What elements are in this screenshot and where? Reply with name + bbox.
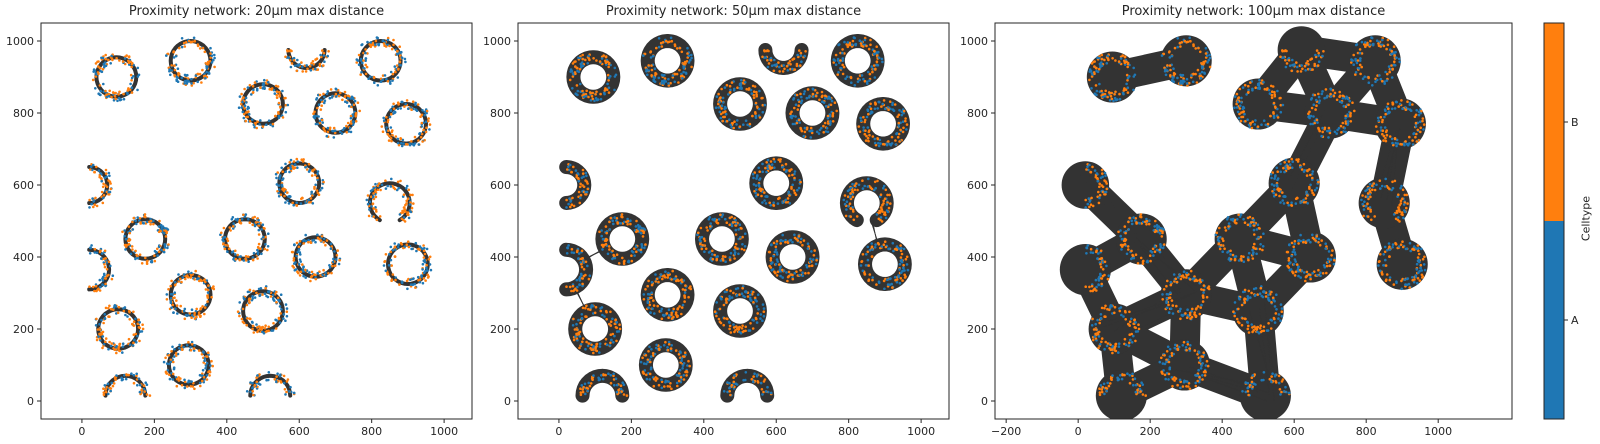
colorbar-tick-label: A — [1571, 314, 1579, 327]
colorbar-tick-label: B — [1571, 116, 1579, 129]
x-tick-label: 1000 — [907, 425, 935, 438]
panel-1-title: Proximity network: 20µm max distance — [128, 4, 385, 19]
x-tick-label: 600 — [1284, 425, 1305, 438]
x-tick-label: −200 — [991, 425, 1021, 438]
axes-frame — [40, 22, 473, 420]
y-tick-label: 1000 — [960, 35, 988, 48]
y-tick-label: 1000 — [483, 35, 511, 48]
x-tick-label: 200 — [144, 425, 165, 438]
panel-3: −200 0 200 400 600 800 1000 0 200 400 600 800 1000 — [960, 22, 1513, 438]
y-tick-label: 0 — [504, 395, 511, 408]
x-tick-label: 0 — [1075, 425, 1082, 438]
y-tick-label: 600 — [967, 179, 988, 192]
x-tick-label: 800 — [838, 425, 859, 438]
x-tick-label: 200 — [1140, 425, 1161, 438]
x-tick-label: 400 — [1212, 425, 1233, 438]
x-tick-label: 0 — [555, 425, 562, 438]
y-tick-label: 400 — [13, 251, 34, 264]
y-tick-label: 800 — [967, 107, 988, 120]
x-tick-label: 1000 — [1424, 425, 1452, 438]
y-tick-label: 0 — [981, 395, 988, 408]
y-tick-label: 200 — [967, 323, 988, 336]
y-tick-label: 400 — [490, 251, 511, 264]
x-tick-label: 600 — [766, 425, 787, 438]
colorbar-segment-A — [1544, 221, 1564, 419]
x-tick-label: 600 — [289, 425, 310, 438]
panel-2: 0 200 400 600 800 1000 0 200 400 600 800 1000 — [483, 22, 950, 438]
y-tick-label: 1000 — [6, 35, 34, 48]
panel-1: 0 200 400 600 800 1000 0 200 400 600 800 1000 — [6, 22, 473, 438]
panel-3-title: Proximity network: 100µm max distance — [1121, 4, 1386, 19]
colorbar: AB — [1543, 22, 1579, 420]
y-tick-label: 800 — [13, 107, 34, 120]
y-tick-label: 200 — [490, 323, 511, 336]
y-tick-label: 800 — [490, 107, 511, 120]
x-tick-label: 400 — [693, 425, 714, 438]
x-tick-label: 200 — [621, 425, 642, 438]
x-tick-label: 0 — [78, 425, 85, 438]
colorbar-segment-B — [1544, 23, 1564, 221]
panel-2-title: Proximity network: 50µm max distance — [605, 4, 862, 19]
y-tick-label: 200 — [13, 323, 34, 336]
x-tick-label: 1000 — [430, 425, 458, 438]
y-tick-label: 0 — [27, 395, 34, 408]
y-tick-label: 400 — [967, 251, 988, 264]
axes-frame — [994, 22, 1513, 420]
colorbar-label: Celltype — [1579, 195, 1593, 242]
y-tick-label: 600 — [490, 179, 511, 192]
y-tick-label: 600 — [13, 179, 34, 192]
axes-frame — [517, 22, 950, 420]
x-tick-label: 400 — [216, 425, 237, 438]
x-tick-label: 800 — [1356, 425, 1377, 438]
x-tick-label: 800 — [361, 425, 382, 438]
